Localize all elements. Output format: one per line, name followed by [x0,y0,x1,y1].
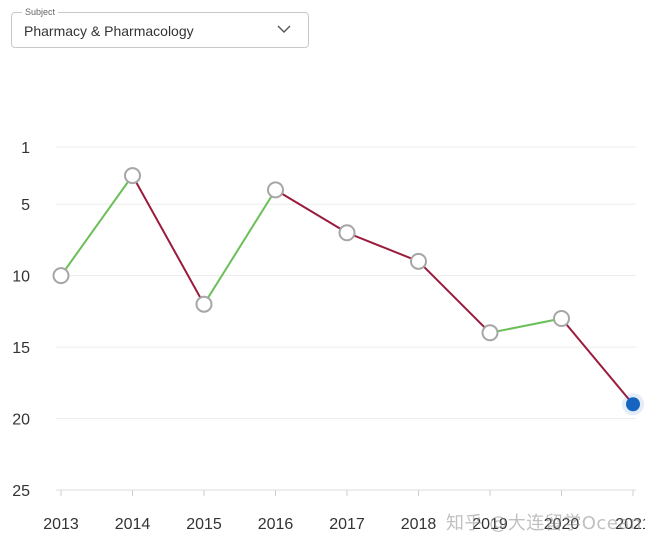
data-point-2019 [481,324,499,342]
line-segment-2016-2017 [274,188,348,234]
x-tick-label-2018: 2018 [401,516,437,533]
data-point-2020 [553,310,570,327]
data-point-2017 [338,224,356,242]
subject-dropdown-value: Pharmacy & Pharmacology [24,23,194,39]
y-tick-label-15: 15 [12,340,30,357]
x-tick-label-2014: 2014 [115,516,151,533]
y-tick-label-1: 1 [21,140,30,157]
chevron-down-icon[interactable] [276,23,292,35]
y-tick-label-5: 5 [21,197,30,214]
line-segment-2013-2014 [60,174,134,277]
y-tick-label-10: 10 [12,269,30,286]
data-point-2021 [626,397,640,412]
line-segment-2019-2020 [489,317,563,334]
line-segment-2015-2016 [203,188,277,306]
data-point-2018 [410,252,427,270]
x-tick-label-2015: 2015 [186,516,222,533]
data-point-2016 [267,181,284,199]
line-segment-2014-2015 [131,174,205,306]
data-point-2014 [124,167,141,185]
data-point-2013 [52,267,70,285]
x-tick-label-2019: 2019 [472,516,508,533]
x-tick-label-2013: 2013 [43,516,79,533]
data-point-2015 [195,295,213,313]
x-tick-label-2021: 2021 [615,516,645,533]
line-segment-2018-2019 [417,260,491,334]
line-segment-2017-2018 [346,231,420,263]
y-tick-label-25: 25 [12,483,30,500]
x-tick-label-2020: 2020 [544,516,580,533]
subject-dropdown[interactable]: Subject Pharmacy & Pharmacology [11,6,309,48]
watermark-text: 知乎 @大连留学Ocean [446,513,642,534]
x-tick-label-2017: 2017 [329,516,365,533]
subject-dropdown-label: Subject [22,6,59,18]
x-tick-label-2016: 2016 [258,516,294,533]
line-segment-2020-2021 [560,317,634,406]
y-tick-label-20: 20 [12,412,30,429]
